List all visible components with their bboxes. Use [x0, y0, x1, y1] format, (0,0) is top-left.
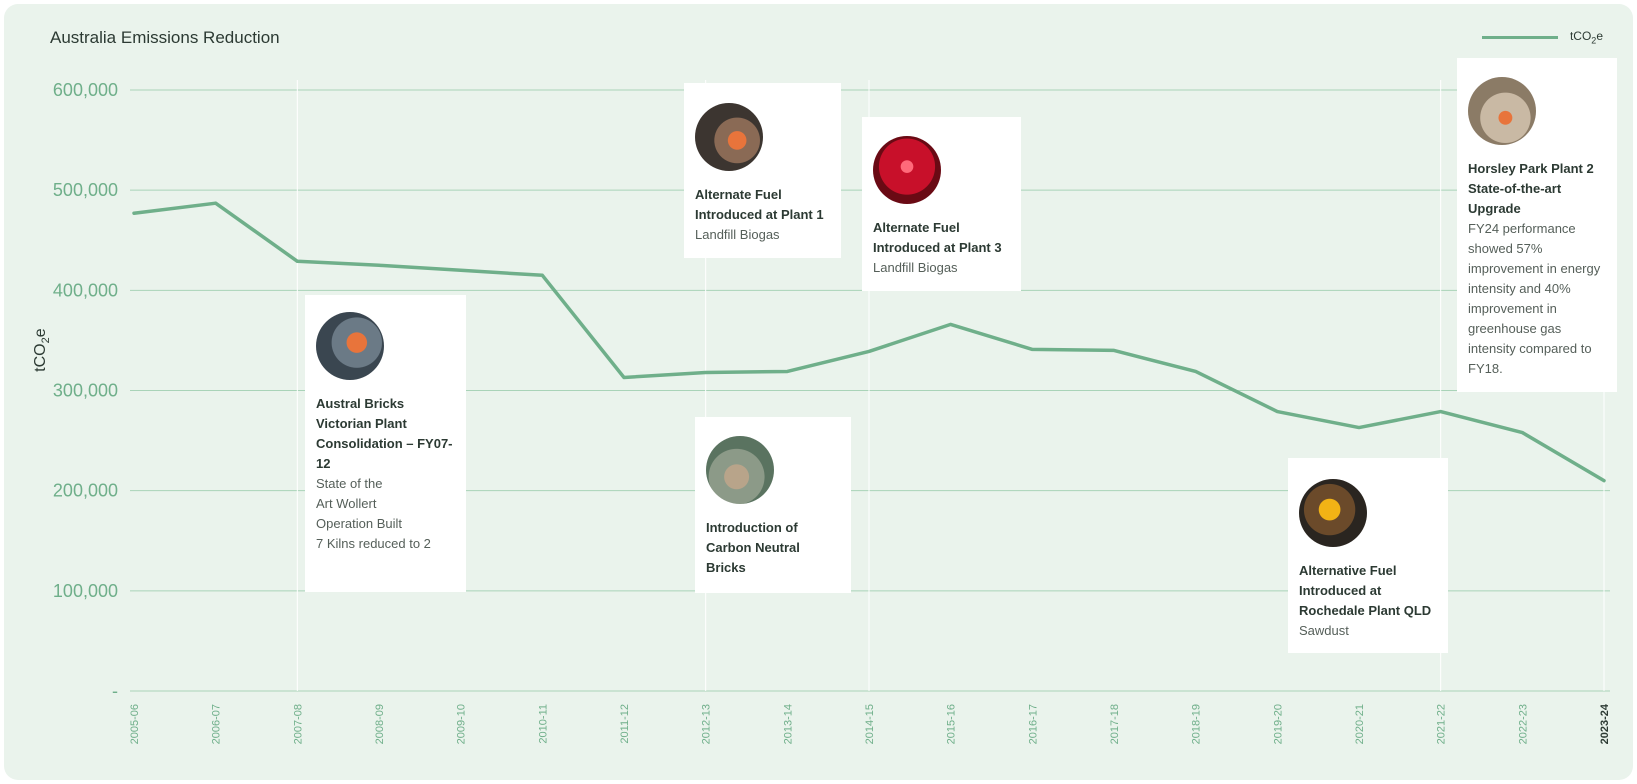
- y-tick-label: 500,000: [53, 180, 118, 200]
- annotation-description: Landfill Biogas: [695, 227, 780, 242]
- annotation-card-plant-3-fuel: Alternate Fuel Introduced at Plant 3 Lan…: [862, 117, 1021, 291]
- bricks-photo: [706, 436, 774, 504]
- chart-title: Australia Emissions Reduction: [50, 28, 280, 47]
- annotation-title: Austral Bricks Victorian Plant Consolida…: [316, 396, 453, 471]
- x-tick-label: 2010-11: [537, 704, 549, 744]
- x-tick-label: 2009-10: [456, 704, 468, 744]
- x-tick-label: 2020-21: [1354, 704, 1366, 744]
- annotation-card-horsley-park-upgrade: Horsley Park Plant 2 State-of-the-art Up…: [1457, 58, 1617, 392]
- annotation-description: Landfill Biogas: [873, 260, 958, 275]
- annotation-title: Alternate Fuel Introduced at Plant 1: [695, 187, 824, 222]
- x-tick-label: 2008-09: [374, 704, 386, 744]
- y-tick-label: 100,000: [53, 581, 118, 601]
- x-tick-label: 2007-08: [292, 704, 304, 744]
- y-tick-label: 600,000: [53, 80, 118, 100]
- plant-worker-photo: [695, 103, 763, 171]
- legend-label: tCO2e: [1569, 29, 1603, 46]
- annotation-title: Horsley Park Plant 2 State-of-the-art Up…: [1468, 161, 1594, 216]
- x-tick-label: 2021-22: [1436, 704, 1448, 744]
- series-line: [132, 201, 1606, 483]
- annotation-title: Alternative Fuel Introduced at Rochedale…: [1299, 563, 1432, 618]
- x-tick-label: 2016-17: [1027, 704, 1039, 744]
- x-tick-label: 2018-19: [1191, 704, 1203, 744]
- annotation-description: Sawdust: [1299, 623, 1349, 638]
- x-tick-label: 2017-18: [1109, 704, 1121, 744]
- annotation-description: FY24 performance showed 57% improvement …: [1468, 221, 1601, 376]
- robot-arm-photo: [1299, 479, 1367, 547]
- y-tick-label: -: [112, 681, 118, 701]
- x-tick-label: 2015-16: [946, 704, 958, 744]
- y-tick-label: 200,000: [53, 481, 118, 501]
- annotation-title: Alternate Fuel Introduced at Plant 3: [873, 220, 1002, 255]
- x-tick-label: 2023-24: [1599, 703, 1611, 744]
- factory-worker-photo: [316, 312, 384, 380]
- annotation-card-rochedale-fuel: Alternative Fuel Introduced at Rochedale…: [1288, 458, 1448, 653]
- x-tick-label: 2013-14: [782, 704, 794, 744]
- x-tick-label: 2012-13: [701, 704, 713, 744]
- annotation-title: Introduction of Carbon Neutral Bricks: [706, 520, 800, 575]
- legend-line-swatch: [1481, 35, 1558, 39]
- y-tick-label: 400,000: [53, 280, 118, 300]
- annotation-card-victorian-consolidation: Austral Bricks Victorian Plant Consolida…: [305, 295, 466, 592]
- x-tick-label: 2014-15: [864, 704, 876, 744]
- x-tick-label: 2006-07: [211, 704, 223, 744]
- x-tick-label: 2011-12: [619, 704, 631, 744]
- annotation-description: State of the Art Wollert Operation Built…: [316, 476, 431, 551]
- x-tick-label: 2005-06: [129, 704, 141, 744]
- kiln-fire-photo: [873, 136, 941, 204]
- annotation-card-plant-1-fuel: Alternate Fuel Introduced at Plant 1 Lan…: [684, 83, 841, 258]
- legend[interactable]: tCO2e: [1481, 29, 1603, 46]
- annotation-card-carbon-neutral-bricks: Introduction of Carbon Neutral Bricks: [695, 417, 851, 593]
- x-tick-label: 2019-20: [1272, 704, 1284, 744]
- x-tick-label: 2022-23: [1517, 704, 1529, 744]
- y-tick-label: 300,000: [53, 381, 118, 401]
- plant-interior-photo: [1468, 77, 1536, 145]
